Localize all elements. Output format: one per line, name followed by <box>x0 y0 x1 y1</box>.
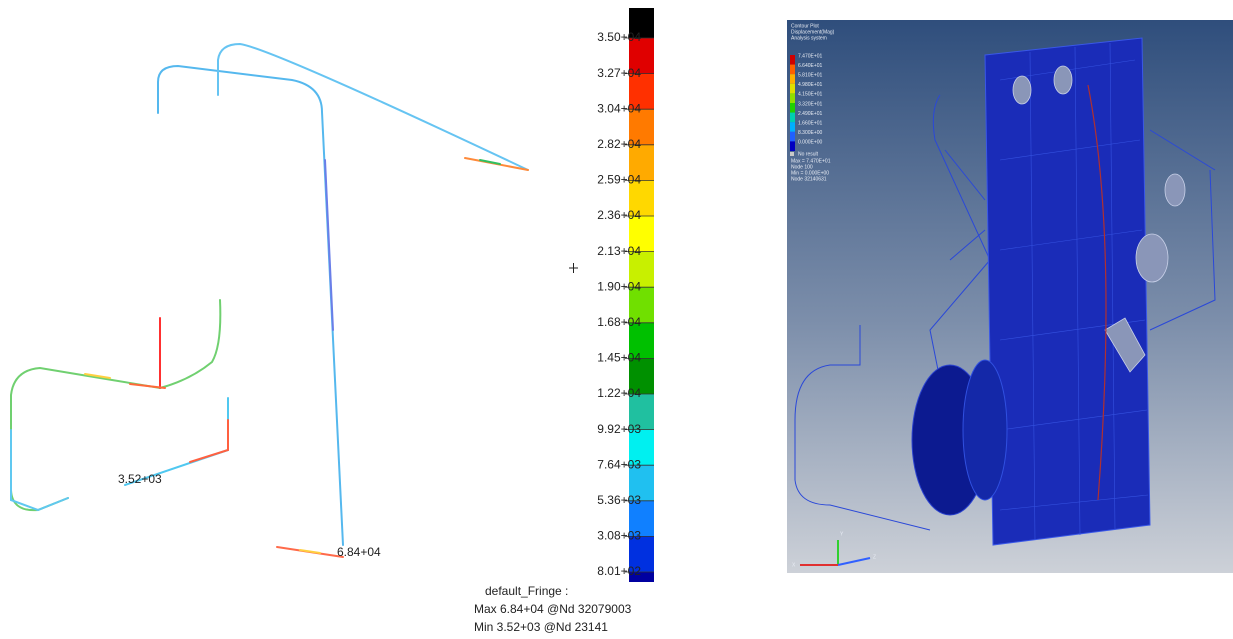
legend-label: 7.64+03 <box>597 457 641 471</box>
legend-label: 3.08+03 <box>597 529 641 543</box>
legend-label: 0.000E+00 <box>798 140 823 146</box>
cylinder-face <box>963 360 1007 500</box>
legend-swatch <box>790 113 795 123</box>
legend-label: 8.300E+00 <box>798 130 823 136</box>
no-result: No result <box>798 151 819 157</box>
legend-swatch <box>790 132 795 142</box>
legend-label: 4.980E+01 <box>798 82 823 88</box>
node-label: 3.52+03 <box>118 472 162 486</box>
legend-label: 2.36+04 <box>597 208 641 222</box>
legend-label: 6.640E+01 <box>798 63 823 69</box>
legend-min-node: Node 32140631 <box>791 176 827 182</box>
node-label: 6.84+04 <box>337 545 381 559</box>
screenshot: 3.52+03 6.84+04 3.50+04 3.27+04 3.04+04 2.8… <box>0 0 1233 639</box>
plate <box>985 38 1150 545</box>
legend-label: 2.490E+01 <box>798 111 823 117</box>
legend-label: 5.810E+01 <box>798 73 823 79</box>
legend-label: 2.59+04 <box>597 173 641 187</box>
legend-label: 3.320E+01 <box>798 101 823 107</box>
legend-label: 1.660E+01 <box>798 121 823 127</box>
legend-swatch <box>790 74 795 84</box>
legend-label: 3.50+04 <box>597 30 641 44</box>
cursor <box>569 263 578 273</box>
no-result-swatch <box>790 152 794 156</box>
fringe-legend: 3.50+04 3.27+04 3.04+04 2.82+04 2.59+04 2.36+… <box>597 8 654 582</box>
wireframe <box>11 44 528 557</box>
legend-label: 1.22+04 <box>597 386 641 400</box>
legend-label: 9.92+03 <box>597 422 641 436</box>
legend-swatch <box>790 84 795 94</box>
legend-label: 4.150E+01 <box>798 92 823 98</box>
legend-swatch <box>790 122 795 132</box>
legend-system: Analysis system <box>791 35 827 41</box>
legend-swatch <box>790 141 795 151</box>
legend-label: 1.90+04 <box>597 279 641 293</box>
legend-label: 7.470E+01 <box>798 53 823 59</box>
legend-label: 2.13+04 <box>597 244 641 258</box>
summary-min: Min 3.52+03 @Nd 23141 <box>474 620 608 634</box>
legend-swatch <box>790 65 795 75</box>
summary-max: Max 6.84+04 @Nd 32079003 <box>474 602 632 616</box>
legend-label: 1.68+04 <box>597 315 641 329</box>
axis-label: Z <box>873 554 876 560</box>
legend-swatch <box>790 93 795 103</box>
legend-label: 3.04+04 <box>597 101 641 115</box>
legend-label: 5.36+03 <box>597 493 641 507</box>
legend-swatch <box>790 103 795 113</box>
legend-label: 2.82+04 <box>597 137 641 151</box>
legend-label: 3.27+04 <box>597 66 641 80</box>
legend-label: 8.01+02 <box>597 564 641 578</box>
legend-swatch <box>790 55 795 65</box>
legend-label: 1.45+04 <box>597 351 641 365</box>
summary-title: default_Fringe : <box>485 584 568 598</box>
